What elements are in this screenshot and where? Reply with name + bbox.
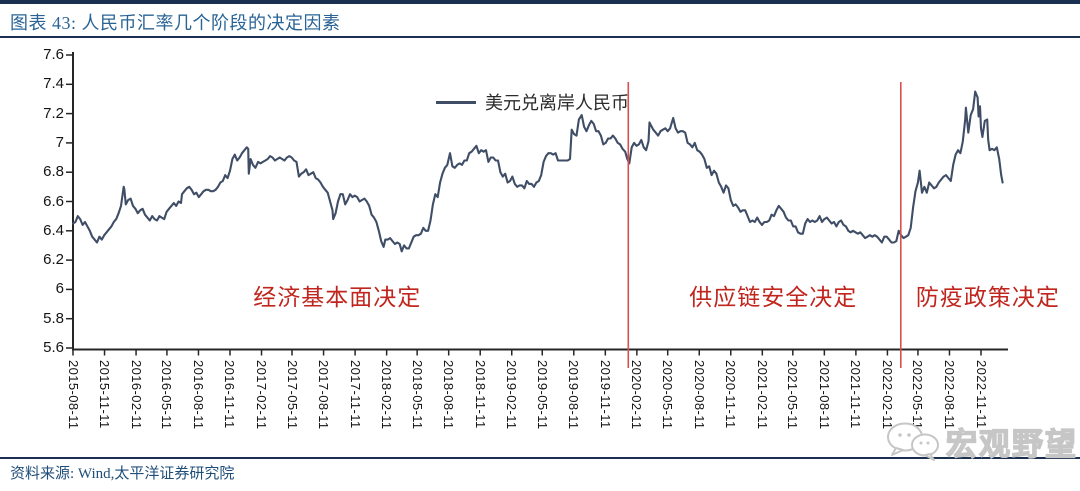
legend-label: 美元兑离岸人民币 — [485, 93, 629, 113]
usdcnh-line — [71, 90, 1004, 253]
y-tick-label: 7.4 — [43, 75, 64, 93]
source-divider-line — [0, 457, 1080, 459]
exchange-rate-chart: 美元兑离岸人民币 7.6 7.4 7.2 7 6.8 6.6 6.4 6.2 6 5.8 5.6 20… — [0, 38, 1080, 458]
phase-annotation: 供应链安全决定 — [689, 285, 858, 311]
x-tick-label: 2020-02-11 — [629, 360, 645, 430]
x-tick-label: 2019-08-11 — [566, 360, 582, 430]
x-tick-label: 2016-11-11 — [222, 360, 238, 429]
y-tick-label: 6 — [55, 280, 64, 298]
x-tick-label: 2016-05-11 — [159, 360, 175, 430]
x-tick-label: 2015-08-11 — [65, 360, 81, 430]
x-tick-label: 2019-02-11 — [504, 360, 520, 430]
x-tick-label: 2018-11-11 — [472, 360, 488, 429]
x-tick-label: 2020-11-11 — [723, 360, 739, 429]
plot-area — [66, 52, 1008, 368]
y-tick-label: 6.8 — [43, 163, 64, 181]
phase-annotation: 防疫政策决定 — [915, 285, 1060, 311]
y-tick-label: 7 — [55, 133, 64, 151]
y-tick-label: 6.4 — [43, 221, 64, 239]
source-note: 资料来源: Wind,太平洋证券研究院 — [10, 466, 235, 482]
x-tick-label: 2017-11-11 — [347, 360, 363, 429]
x-tick-label: 2017-02-11 — [254, 360, 270, 430]
x-tick-label: 2021-05-11 — [785, 360, 801, 430]
x-tick-label: 2019-05-11 — [534, 360, 550, 430]
y-tick-label: 5.6 — [43, 339, 64, 356]
y-tick-label: 6.6 — [43, 192, 64, 210]
y-tick-label: 7.2 — [43, 104, 64, 122]
x-tick-label: 2018-08-11 — [441, 360, 457, 430]
x-tick-label: 2018-02-11 — [379, 360, 395, 430]
x-tick-label: 2016-02-11 — [128, 360, 144, 430]
phase-annotation: 经济基本面决定 — [253, 285, 422, 311]
figure-title: 图表 43: 人民币汇率几个阶段的决定因素 — [10, 13, 341, 33]
title-underline — [0, 36, 1080, 38]
y-tick-label: 6.2 — [43, 251, 64, 269]
x-tick-label: 2021-11-11 — [848, 360, 864, 429]
top-border — [0, 0, 1080, 4]
x-tick-label: 2020-05-11 — [660, 360, 676, 430]
x-tick-label: 2017-05-11 — [284, 360, 300, 430]
y-tick-label: 7.6 — [43, 46, 64, 63]
legend: 美元兑离岸人民币 — [436, 89, 629, 115]
x-tick-label: 2021-08-11 — [816, 360, 832, 430]
x-tick-label: 2019-11-11 — [597, 360, 613, 429]
x-tick-label: 2018-05-11 — [409, 360, 425, 430]
legend-line-swatch — [436, 100, 476, 104]
x-tick-label: 2015-11-11 — [97, 360, 113, 429]
watermark-text: 宏观野望 — [945, 426, 1078, 462]
y-tick-label: 5.8 — [43, 309, 64, 327]
x-tick-label: 2021-02-11 — [754, 360, 770, 430]
watermark: 宏观野望 — [884, 419, 1078, 464]
wechat-bubbles-icon — [887, 422, 939, 461]
x-tick-label: 2016-08-11 — [190, 360, 206, 430]
x-tick-label: 2017-08-11 — [316, 360, 332, 430]
x-tick-label: 2020-08-11 — [691, 360, 707, 430]
